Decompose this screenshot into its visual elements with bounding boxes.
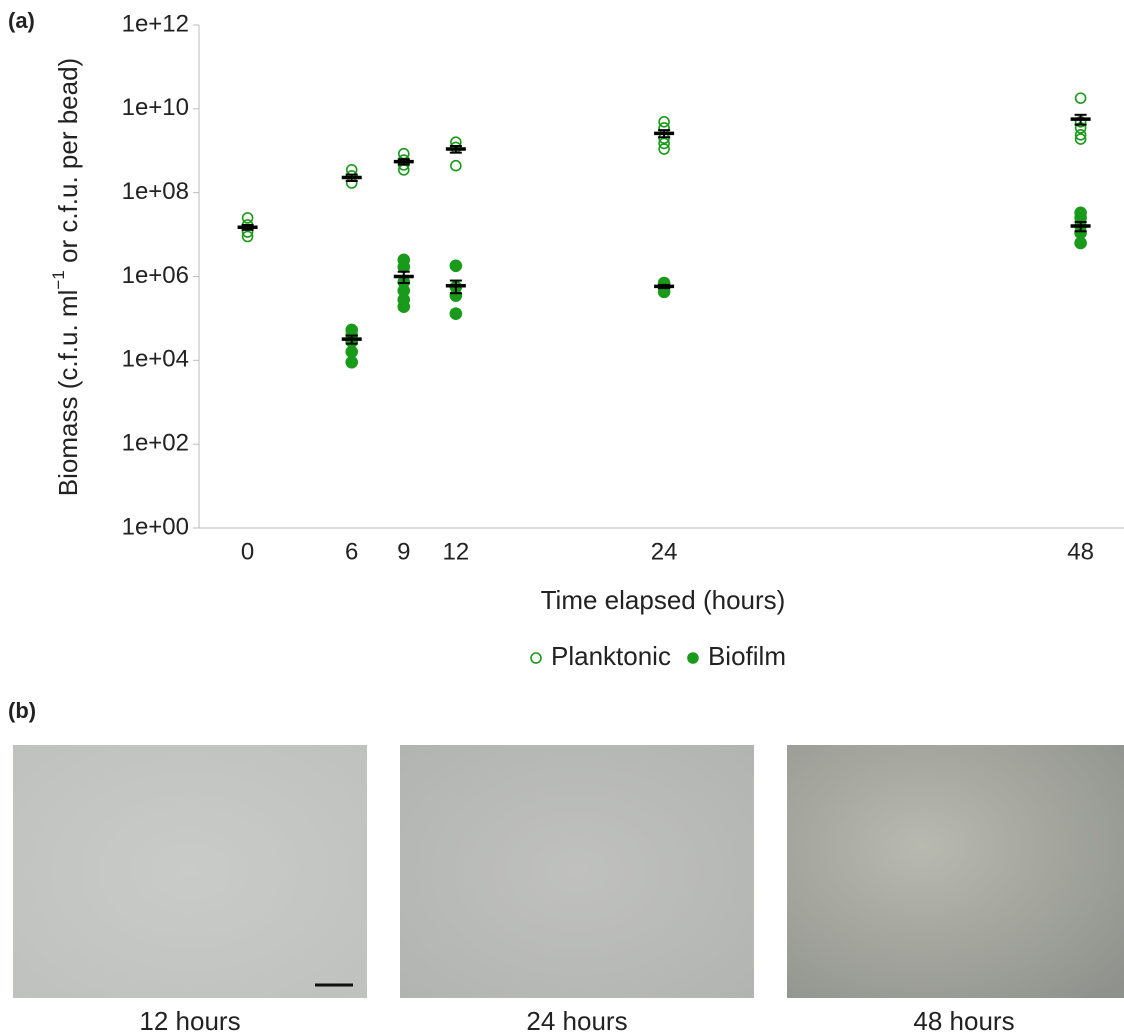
y-tick-label: 1e+12 [122,10,189,37]
data-point [1074,92,1087,104]
data-point [449,307,463,320]
y-axis-label-part: Biomass (c.f.u. ml [53,290,83,497]
data-point [1074,236,1087,250]
data-point [397,260,411,274]
y-tick-label: 1e+00 [122,513,189,540]
data-point [345,345,359,359]
panel-label: (b) [8,698,36,723]
data-point [1074,129,1087,141]
data-point [450,159,462,172]
micrograph [13,745,367,998]
y-axis-label: Biomass (c.f.u. ml−1 or c.f.u. per bead) [49,58,82,496]
x-tick-label: 0 [241,538,254,565]
x-tick-label: 48 [1067,538,1094,565]
legend-label: Biofilm [708,641,786,671]
legend-marker [530,652,542,664]
data-point [658,143,670,155]
micrograph [400,745,754,998]
data-point [658,116,670,128]
y-tick-label: 1e+08 [122,178,189,205]
y-tick-label: 1e+02 [122,430,189,457]
x-tick-label: 24 [651,538,678,565]
y-axis-label-sup: −1 [49,270,68,289]
x-tick-label: 9 [397,538,410,565]
data-point [345,355,359,369]
data-point [658,137,670,150]
x-tick-label: 6 [345,538,358,565]
legend-marker [687,652,699,664]
image-caption: 24 hours [526,1006,627,1036]
y-tick-label: 1e+04 [122,346,189,373]
panel-label: (a) [8,8,35,33]
x-tick-label: 12 [442,538,469,565]
data-point [1074,133,1087,145]
y-axis-label-part: or c.f.u. per bead) [53,58,83,270]
image-caption: 48 hours [913,1006,1014,1036]
data-point [449,259,463,273]
data-point [397,164,410,176]
micrograph [787,745,1124,998]
data-point [241,212,254,224]
legend-label: Planktonic [551,641,671,671]
y-tick-label: 1e+10 [122,94,189,121]
x-axis-label: Time elapsed (hours) [541,585,786,615]
data-point [241,230,254,243]
data-point [397,300,411,314]
y-tick-label: 1e+06 [122,262,189,289]
image-caption: 12 hours [139,1006,240,1036]
